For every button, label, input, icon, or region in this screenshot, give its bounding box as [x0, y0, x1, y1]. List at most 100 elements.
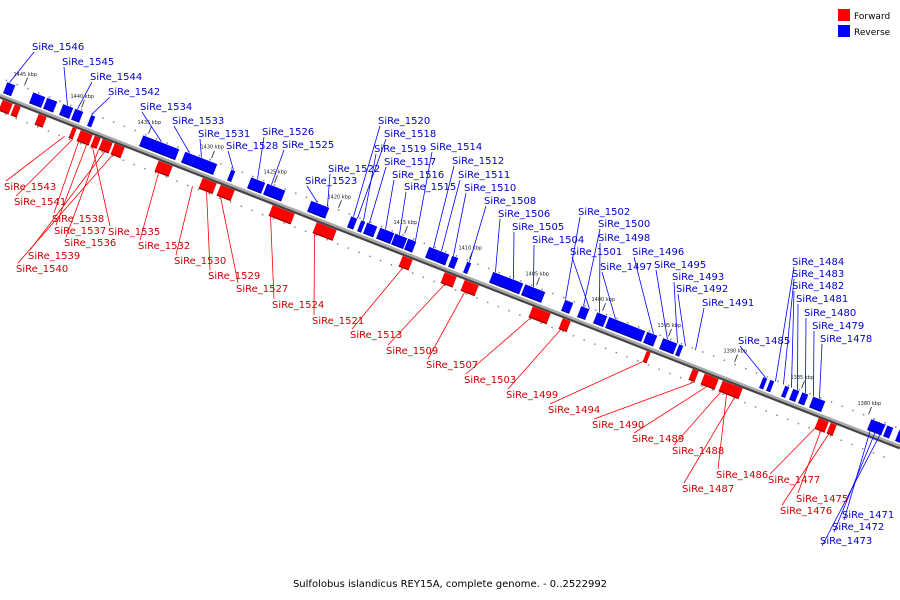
gene-label: SiRe_1505	[512, 222, 564, 233]
tick-label: 1425 kbp	[263, 169, 287, 175]
forward-gene-box	[90, 135, 101, 149]
reverse-gene-box	[181, 151, 196, 166]
leader-line	[63, 66, 68, 106]
gene-box-edge	[247, 187, 262, 194]
forward-gene-box	[110, 143, 125, 158]
leader-line	[819, 343, 823, 399]
leader-line	[601, 271, 616, 320]
gene-box-edge	[34, 123, 43, 128]
gene-label: SiRe_1473	[820, 536, 872, 547]
tick-label: 1440 kbp	[70, 94, 94, 100]
gene-box-edge	[643, 341, 654, 347]
gene-label: SiRe_1538	[52, 214, 104, 225]
leader-line	[805, 317, 807, 394]
leader-line	[441, 179, 461, 252]
gene-box-edge	[766, 389, 771, 393]
gene-box-edge	[730, 394, 739, 400]
gene-label: SiRe_1517	[384, 157, 436, 168]
gene-box-edge	[593, 322, 604, 328]
gene-label: SiRe_1537	[54, 226, 106, 237]
leader-line	[599, 242, 601, 313]
tick-mark	[338, 200, 342, 208]
leader-line	[385, 179, 395, 230]
gene-label: SiRe_1518	[384, 129, 436, 140]
gene-box-edge	[489, 281, 520, 295]
legend-reverse-swatch	[838, 25, 850, 37]
gene-box-edge	[76, 139, 89, 146]
gene-label: SiRe_1539	[28, 251, 80, 262]
gene-box-edge	[577, 315, 586, 321]
gene-label: SiRe_1528	[226, 141, 278, 152]
gene-box-edge	[312, 231, 333, 241]
leader-line	[199, 138, 202, 158]
tick-label: 1410 kbp	[458, 245, 482, 251]
gene-label: SiRe_1503	[464, 375, 516, 386]
gene-box-edge	[307, 210, 322, 218]
tick-label: 1380 kbp	[857, 401, 881, 407]
leader-line	[353, 125, 381, 217]
leader-line	[775, 266, 795, 382]
gene-label: SiRe_1512	[452, 156, 504, 167]
reverse-gene-box	[577, 306, 590, 320]
reverse-gene-box	[789, 388, 800, 402]
legend-forward-swatch	[838, 9, 850, 21]
forward-gene-box	[268, 205, 295, 224]
leader-line	[695, 307, 705, 351]
gene-label: SiRe_1543	[4, 182, 56, 193]
gene-box-edge	[826, 432, 833, 436]
tick-label: 1395 kbp	[657, 323, 681, 329]
tick-mark	[734, 354, 738, 363]
gene-label: SiRe_1545	[62, 57, 114, 68]
leader-line	[821, 424, 886, 547]
reverse-gene-box	[435, 250, 450, 265]
gene-label: SiRe_1509	[386, 346, 438, 357]
gene-box-edge	[558, 327, 567, 333]
reverse-gene-box	[357, 220, 366, 233]
label-leader-lines	[5, 51, 886, 547]
tick-mark	[274, 175, 278, 183]
forward-gene-box	[34, 113, 47, 128]
reverse-gene-box	[759, 377, 768, 389]
reverse-gene-box	[593, 312, 608, 327]
leader-line	[739, 345, 766, 378]
leader-line	[781, 434, 829, 506]
leader-line	[257, 136, 265, 180]
reverse-gene-box	[605, 317, 646, 342]
leader-line	[769, 428, 815, 475]
gene-label: SiRe_1471	[842, 510, 894, 521]
gene-label: SiRe_1515	[404, 182, 456, 193]
gene-label: SiRe_1499	[506, 390, 558, 401]
gene-label: SiRe_1532	[138, 241, 190, 252]
reverse-gene-box	[766, 379, 775, 392]
gene-label: SiRe_1491	[702, 298, 754, 309]
tick-mark	[24, 77, 28, 86]
leader-line	[363, 153, 377, 221]
reverse-gene-box	[71, 108, 84, 123]
forward-gene-box	[312, 222, 337, 241]
gene-box-edge	[718, 390, 733, 397]
leader-line	[433, 165, 455, 249]
forward-gene-box	[0, 99, 13, 114]
leader-line	[633, 386, 707, 434]
gene-label: SiRe_1525	[282, 140, 334, 151]
gene-box-edge	[895, 439, 900, 443]
legend-reverse-label: Reverse	[854, 28, 891, 38]
reverse-gene-box	[448, 255, 459, 269]
tick-mark	[148, 126, 152, 134]
reverse-gene-box	[675, 344, 684, 357]
tick-label: 1415 kbp	[393, 220, 417, 226]
gene-label: SiRe_1533	[172, 116, 224, 127]
gene-label: SiRe_1535	[108, 227, 160, 238]
reverse-gene-box	[895, 430, 900, 443]
leader-line	[813, 330, 815, 397]
reverse-gene-box	[643, 331, 658, 347]
gene-box-edge	[90, 145, 97, 149]
reverse-gene-box	[391, 233, 408, 249]
gene-box-edge	[43, 107, 54, 113]
leader-line	[139, 172, 159, 241]
leader-line	[797, 430, 821, 494]
leader-line	[717, 394, 727, 470]
leader-line	[673, 391, 721, 446]
gene-label: SiRe_1546	[32, 42, 84, 53]
gene-label: SiRe_1524	[272, 300, 324, 311]
